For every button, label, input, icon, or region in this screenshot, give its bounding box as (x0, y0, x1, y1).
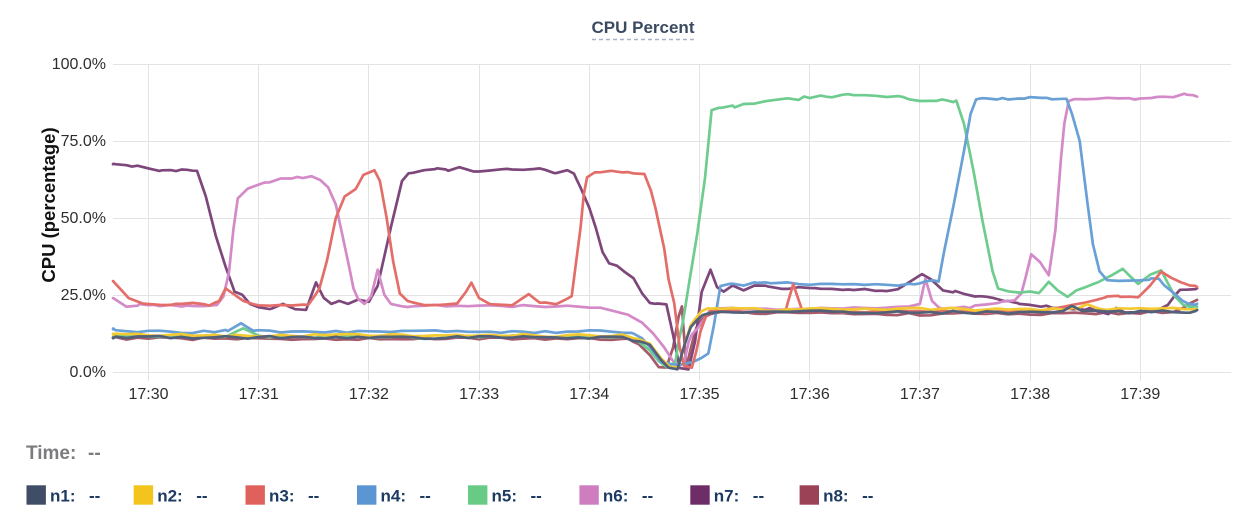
svg-text:--: -- (308, 487, 319, 506)
svg-text:--: -- (420, 487, 431, 506)
svg-text:CPU Percent: CPU Percent (592, 18, 695, 37)
svg-text:--: -- (862, 487, 873, 506)
svg-text:0.0%: 0.0% (70, 364, 106, 381)
svg-text:--: -- (753, 487, 764, 506)
svg-text:--: -- (196, 487, 207, 506)
svg-text:CPU (percentage): CPU (percentage) (38, 127, 59, 282)
svg-text:17:33: 17:33 (459, 386, 499, 403)
svg-text:17:35: 17:35 (679, 386, 719, 403)
svg-text:--: -- (89, 487, 100, 506)
svg-text:17:31: 17:31 (239, 386, 279, 403)
svg-text:17:39: 17:39 (1120, 386, 1160, 403)
svg-text:17:30: 17:30 (128, 386, 168, 403)
svg-text:n6:: n6: (603, 487, 629, 506)
svg-text:--: -- (88, 443, 101, 464)
svg-text:n4:: n4: (381, 487, 407, 506)
svg-text:17:32: 17:32 (349, 386, 389, 403)
svg-text:25.0%: 25.0% (61, 287, 106, 304)
svg-text:--: -- (642, 487, 653, 506)
svg-text:50.0%: 50.0% (61, 210, 106, 227)
svg-text:n5:: n5: (492, 487, 518, 506)
svg-text:Time:: Time: (26, 443, 76, 464)
svg-text:17:34: 17:34 (569, 386, 609, 403)
svg-text:--: -- (531, 487, 542, 506)
svg-text:n8:: n8: (823, 487, 849, 506)
svg-text:75.0%: 75.0% (61, 133, 106, 150)
svg-text:n2:: n2: (157, 487, 183, 506)
svg-text:n1:: n1: (50, 487, 76, 506)
svg-text:100.0%: 100.0% (52, 56, 106, 73)
svg-text:n3:: n3: (269, 487, 295, 506)
svg-text:17:37: 17:37 (900, 386, 940, 403)
svg-text:17:38: 17:38 (1010, 386, 1050, 403)
svg-text:n7:: n7: (714, 487, 740, 506)
svg-text:17:36: 17:36 (790, 386, 830, 403)
